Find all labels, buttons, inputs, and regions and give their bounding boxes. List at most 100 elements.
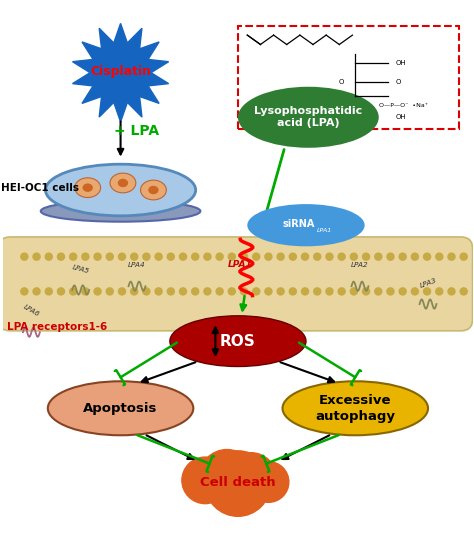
Text: LPA3: LPA3 [419, 277, 438, 289]
Text: O: O [395, 79, 401, 85]
Circle shape [45, 288, 52, 295]
Circle shape [301, 253, 309, 260]
FancyBboxPatch shape [0, 237, 473, 331]
Circle shape [57, 253, 64, 260]
Circle shape [204, 288, 211, 295]
Ellipse shape [118, 179, 128, 187]
Circle shape [338, 253, 345, 260]
Circle shape [167, 253, 174, 260]
Circle shape [301, 288, 309, 295]
Circle shape [106, 288, 113, 295]
Circle shape [460, 253, 467, 260]
Circle shape [350, 253, 357, 260]
Circle shape [448, 253, 455, 260]
Circle shape [289, 253, 296, 260]
Circle shape [411, 288, 419, 295]
Circle shape [131, 253, 138, 260]
Circle shape [21, 253, 28, 260]
Circle shape [314, 253, 321, 260]
Circle shape [387, 253, 394, 260]
Circle shape [228, 253, 235, 260]
Circle shape [265, 288, 272, 295]
Ellipse shape [41, 200, 201, 222]
Text: Apoptosis: Apoptosis [83, 402, 158, 415]
Circle shape [82, 288, 89, 295]
Circle shape [57, 288, 64, 295]
Circle shape [21, 288, 28, 295]
Circle shape [326, 288, 333, 295]
Circle shape [228, 288, 235, 295]
Text: LPA6: LPA6 [22, 304, 40, 318]
Ellipse shape [283, 382, 428, 435]
Circle shape [424, 253, 430, 260]
Circle shape [205, 451, 271, 516]
Circle shape [191, 288, 199, 295]
Circle shape [118, 253, 126, 260]
Text: ROS: ROS [220, 334, 256, 349]
Polygon shape [73, 24, 169, 122]
Circle shape [182, 457, 228, 503]
Circle shape [240, 253, 247, 260]
Circle shape [33, 288, 40, 295]
Circle shape [375, 288, 382, 295]
Circle shape [180, 253, 187, 260]
Circle shape [448, 288, 455, 295]
Circle shape [289, 288, 296, 295]
Circle shape [399, 288, 406, 295]
Circle shape [216, 253, 223, 260]
Ellipse shape [148, 186, 159, 194]
Ellipse shape [82, 183, 93, 192]
Circle shape [155, 253, 162, 260]
Circle shape [277, 288, 284, 295]
Circle shape [70, 253, 77, 260]
Circle shape [82, 253, 89, 260]
Ellipse shape [170, 316, 306, 367]
Circle shape [253, 288, 260, 295]
Circle shape [143, 253, 150, 260]
Circle shape [436, 288, 443, 295]
Circle shape [240, 288, 247, 295]
Circle shape [350, 288, 357, 295]
Text: O: O [338, 79, 344, 85]
Circle shape [387, 288, 394, 295]
Circle shape [375, 253, 382, 260]
Circle shape [143, 288, 150, 295]
Ellipse shape [46, 164, 196, 216]
Text: OH: OH [395, 114, 406, 120]
Circle shape [118, 288, 126, 295]
Circle shape [94, 253, 101, 260]
Circle shape [106, 253, 113, 260]
Ellipse shape [75, 178, 100, 198]
Text: Lysophosphatidic
acid (LPA): Lysophosphatidic acid (LPA) [254, 106, 363, 128]
Circle shape [70, 288, 77, 295]
Text: + LPA: + LPA [114, 124, 160, 138]
Circle shape [94, 288, 101, 295]
Circle shape [216, 288, 223, 295]
Circle shape [314, 288, 321, 295]
Text: LPA receptors1-6: LPA receptors1-6 [7, 322, 107, 332]
Circle shape [460, 288, 467, 295]
FancyBboxPatch shape [238, 26, 458, 129]
Circle shape [191, 253, 199, 260]
Circle shape [363, 288, 370, 295]
Text: LPA1: LPA1 [228, 260, 253, 268]
Circle shape [424, 288, 430, 295]
Ellipse shape [48, 382, 193, 435]
Circle shape [265, 253, 272, 260]
Circle shape [167, 288, 174, 295]
Ellipse shape [140, 180, 166, 200]
Circle shape [363, 253, 370, 260]
Circle shape [180, 288, 187, 295]
Text: Cisplatin: Cisplatin [90, 65, 151, 78]
Text: siRNA: siRNA [283, 219, 315, 229]
Circle shape [399, 253, 406, 260]
Circle shape [131, 288, 138, 295]
Circle shape [200, 450, 255, 505]
Text: LPA4: LPA4 [128, 262, 146, 268]
Text: OH: OH [395, 60, 406, 66]
Circle shape [277, 253, 284, 260]
Circle shape [248, 462, 289, 502]
Text: LPA2: LPA2 [351, 262, 369, 268]
Circle shape [338, 288, 345, 295]
Circle shape [33, 253, 40, 260]
